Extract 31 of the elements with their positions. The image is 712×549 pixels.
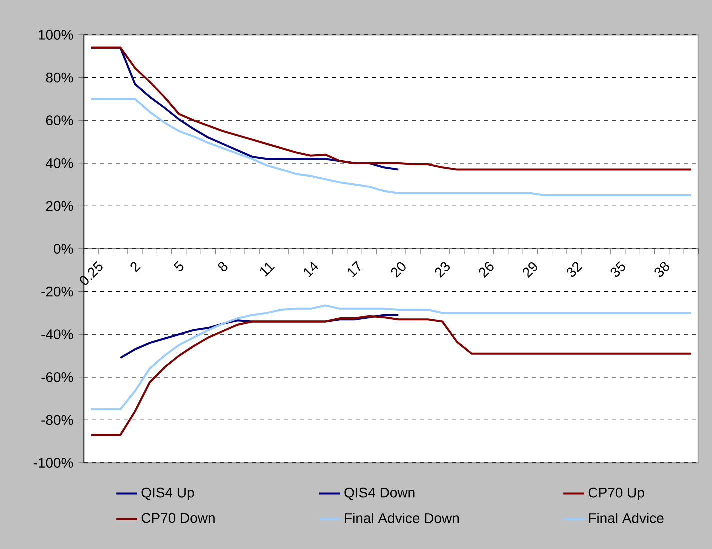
- x-tick-label: 8: [218, 262, 228, 272]
- legend-label: Final Advice Down: [345, 513, 460, 524]
- x-tick-label: 29: [523, 262, 538, 278]
- legend-label: Final Advice: [589, 513, 664, 524]
- y-tick-label: 60%: [46, 116, 74, 126]
- y-tick-label: 100%: [38, 30, 74, 40]
- y-tick-label: -20%: [42, 286, 74, 297]
- y-tick-label: 0%: [54, 244, 74, 254]
- x-tick-label: 35: [610, 262, 626, 278]
- x-tick-label: 0.25: [80, 262, 103, 286]
- y-tick-label: 20%: [46, 201, 74, 212]
- y-tick-label: 80%: [46, 72, 74, 83]
- x-tick-label: 20: [391, 262, 406, 278]
- x-tick-label: 5: [174, 261, 184, 272]
- legend-label: CP70 Up: [588, 488, 644, 501]
- legend-label: CP70 Down: [142, 513, 215, 524]
- y-tick-label: -80%: [42, 415, 74, 426]
- legend-label: QIS4 Up: [142, 488, 194, 501]
- y-tick-label: -60%: [42, 372, 74, 382]
- y-tick-label: -40%: [42, 330, 74, 340]
- x-tick-label: 2: [130, 262, 141, 273]
- x-tick-label: 14: [304, 262, 319, 278]
- y-tick-label: -100%: [34, 458, 74, 468]
- y-tick-label: 40%: [46, 158, 74, 168]
- x-tick-label: 17: [348, 261, 361, 278]
- x-tick-label: 23: [435, 262, 450, 278]
- legend-label: QIS4 Down: [344, 488, 415, 500]
- x-tick-label: 26: [479, 262, 494, 278]
- x-tick-label: 11: [260, 262, 275, 277]
- x-tick-label: 38: [654, 262, 670, 278]
- x-tick-label: 32: [566, 262, 583, 278]
